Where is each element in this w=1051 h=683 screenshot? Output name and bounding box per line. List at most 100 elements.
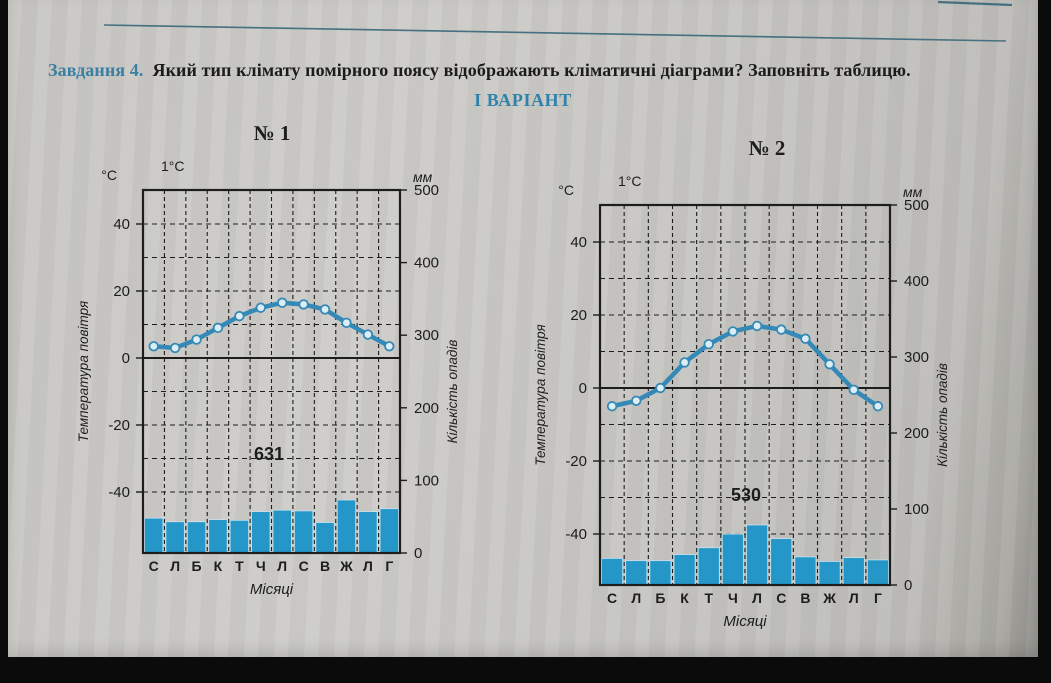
temp-tick-label: 20: [113, 283, 130, 300]
precip-bar: [673, 554, 696, 586]
page-rule-lines: [103, 0, 1013, 42]
month-label: Ж: [339, 558, 353, 574]
temperature-point: [824, 359, 835, 370]
month-label: Б: [192, 558, 202, 574]
precip-tick-label: 500: [414, 182, 439, 199]
precip-bar: [842, 557, 865, 586]
precip-axis-labels: 500 400 300 200 100 0: [400, 182, 439, 562]
horizontal-gridlines: [600, 241, 890, 535]
month-label: С: [299, 558, 309, 574]
precip-tick-label: 200: [414, 400, 439, 417]
precip-bar: [746, 524, 769, 586]
month-label: В: [320, 558, 330, 574]
task-number-label: Завдання 4.: [48, 60, 144, 80]
month-label: В: [800, 590, 810, 606]
celsius-unit-label: °C: [558, 182, 574, 198]
month-label: К: [214, 558, 223, 574]
precip-bar: [144, 517, 164, 554]
month-label: К: [680, 590, 689, 606]
precip-bar: [208, 519, 228, 554]
temp-tick-label: 20: [570, 307, 587, 324]
precip-tick-label: 300: [414, 327, 439, 344]
precip-bar: [794, 556, 817, 586]
temperature-point: [212, 322, 224, 334]
task-heading: Завдання 4. Який тип клімату помірного по…: [48, 57, 1016, 83]
temperature-point: [148, 341, 159, 352]
temperature-point: [679, 357, 690, 368]
x-axis-title: Місяці: [723, 613, 767, 630]
horizontal-rule-top: [937, 0, 1013, 7]
temperature-point: [703, 339, 714, 350]
precip-bar: [165, 521, 185, 554]
mm-unit-label: мм: [413, 169, 433, 185]
precip-bar: [336, 499, 357, 554]
temperature-point: [319, 304, 331, 315]
chart-title: № 1: [254, 121, 291, 145]
precip-bar: [251, 511, 271, 554]
temperature-point: [384, 341, 395, 352]
temp-tick-label: -20: [108, 417, 130, 434]
precip-tick-label: 500: [904, 197, 929, 214]
plot-border: [141, 188, 402, 555]
precip-bar: [625, 560, 648, 586]
task-text: Який тип клімату помірного поясу відобра…: [152, 60, 911, 80]
vertical-gridlines: [623, 205, 867, 585]
month-label: С: [149, 558, 159, 574]
precip-bar: [601, 558, 624, 586]
temperature-point: [800, 333, 811, 344]
precip-tick-label: 100: [904, 501, 929, 518]
temperature-point: [255, 302, 266, 313]
month-label: Л: [849, 590, 859, 606]
temperature-point: [872, 401, 884, 412]
temperature-point: [362, 329, 374, 340]
precip-tick-label: 0: [414, 545, 422, 562]
right-axis-title: Кількість опадів: [445, 340, 460, 444]
precip-bar: [379, 508, 399, 554]
precip-tick-label: 300: [904, 349, 929, 366]
temp-axis-labels: 40 20 0 -20 -40: [565, 234, 600, 543]
precip-bar: [315, 522, 335, 554]
temperature-point: [848, 384, 859, 396]
month-label: Л: [631, 590, 641, 606]
precip-tick-label: 400: [414, 255, 439, 272]
temperature-point: [277, 297, 288, 308]
temperature-point: [751, 320, 763, 332]
precip-bar: [358, 511, 378, 554]
annual-precipitation-total: 631: [254, 444, 284, 464]
temperature-point: [606, 401, 618, 412]
temp-tick-label: -40: [108, 484, 130, 501]
annual-precipitation-total: 530: [731, 485, 761, 505]
left-axis-title: Температура повітря: [533, 324, 548, 465]
precip-bar: [770, 538, 793, 586]
temp-tick-label: 40: [570, 234, 587, 251]
vertical-gridlines: [163, 190, 380, 553]
left-axis-title: Температура повітря: [76, 301, 91, 442]
precip-bar: [721, 533, 744, 586]
temperature-points: [148, 297, 395, 354]
precip-tick-label: 100: [414, 472, 439, 489]
temperature-point: [169, 342, 181, 354]
month-label: Т: [235, 558, 244, 574]
temperature-point: [727, 326, 739, 337]
precip-tick-label: 0: [904, 577, 912, 594]
precipitation-bars: [144, 499, 399, 554]
temp-tick-label: 40: [113, 216, 130, 233]
month-label: Ч: [256, 558, 266, 574]
precip-bar: [294, 510, 314, 554]
precip-bar: [697, 547, 720, 586]
month-label: Л: [170, 558, 180, 574]
temperature-curve-unit-label: 1°C: [161, 158, 185, 174]
temperature-point: [341, 317, 352, 329]
temperature-point: [655, 382, 666, 394]
chart-title: № 2: [749, 136, 786, 160]
temperature-points: [606, 320, 884, 412]
temp-tick-label: 0: [122, 350, 130, 367]
month-label: Ж: [822, 590, 836, 606]
month-label: Л: [277, 558, 287, 574]
plot-border: [598, 203, 892, 587]
temperature-point: [234, 310, 245, 322]
month-label: Б: [655, 590, 665, 606]
mm-unit-label: мм: [903, 184, 923, 200]
temperature-point: [776, 324, 787, 335]
